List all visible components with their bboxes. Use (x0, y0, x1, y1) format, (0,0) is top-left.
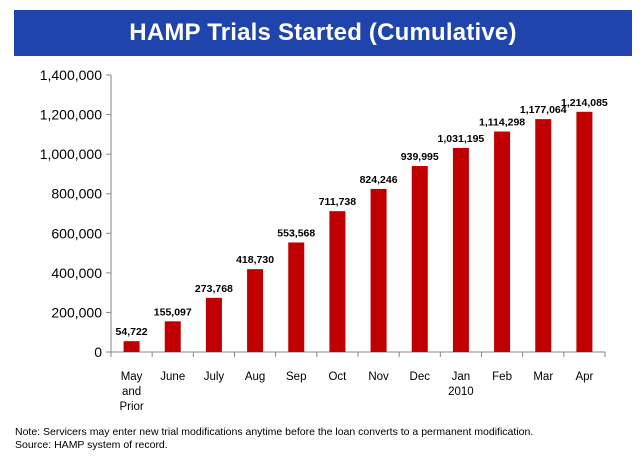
data-label: 54,722 (116, 326, 148, 338)
data-label: 824,246 (360, 174, 398, 186)
data-label: 1,114,298 (479, 117, 525, 129)
data-label: 711,738 (319, 196, 357, 208)
x-tick-label: 2010 (448, 386, 474, 398)
y-tick-label: 600,000 (51, 225, 102, 241)
y-tick-label: 400,000 (51, 265, 102, 281)
bar (535, 119, 552, 352)
source-text: Source: HAMP system of record. (15, 439, 168, 451)
chart-title-bar: HAMP Trials Started (Cumulative) (14, 10, 632, 56)
note-text: Note: Servicers may enter new trial modi… (15, 426, 534, 438)
bar (452, 147, 469, 352)
x-tick-label: Nov (368, 371, 389, 383)
y-tick-label: 0 (94, 344, 102, 360)
data-label: 1,214,085 (561, 97, 608, 109)
chart-notes: Note: Servicers may enter new trial modi… (15, 426, 533, 452)
x-tick-label: July (204, 371, 225, 383)
chart-title: HAMP Trials Started (Cumulative) (129, 19, 517, 46)
data-label: 1,031,195 (438, 133, 485, 145)
x-tick-label: Mar (533, 371, 553, 383)
y-tick-label: 1,000,000 (40, 146, 102, 162)
x-tick-label: Oct (328, 371, 347, 383)
x-tick-label: Jan (452, 371, 471, 383)
y-tick-label: 800,000 (51, 186, 102, 202)
bar (411, 166, 428, 352)
y-tick-label: 1,200,000 (40, 107, 102, 123)
x-tick-label: Sep (286, 371, 306, 383)
x-tick-label: Aug (245, 371, 265, 383)
bar (329, 211, 346, 352)
bar (247, 269, 264, 352)
y-tick-label: 1,400,000 (40, 67, 102, 83)
data-label: 418,730 (236, 254, 274, 266)
bar (123, 341, 140, 352)
data-label: 1,177,064 (520, 104, 567, 116)
x-tick-label: Feb (492, 371, 512, 383)
bar (288, 242, 305, 352)
x-tick-label: June (160, 371, 185, 383)
x-tick-label: Dec (410, 371, 431, 383)
data-label: 155,097 (154, 306, 192, 318)
data-label: 939,995 (401, 151, 439, 163)
x-tick-label: Prior (119, 401, 143, 413)
bar (576, 111, 593, 352)
data-label: 553,568 (277, 227, 315, 239)
y-tick-label: 200,000 (51, 304, 102, 320)
bar (370, 188, 387, 352)
data-label: 273,768 (195, 283, 233, 295)
x-tick-label: Apr (575, 371, 593, 383)
bar (164, 321, 181, 352)
bar (494, 131, 511, 352)
x-tick-label: May (121, 371, 143, 383)
x-tick-label: and (122, 386, 141, 398)
bar (205, 297, 222, 352)
